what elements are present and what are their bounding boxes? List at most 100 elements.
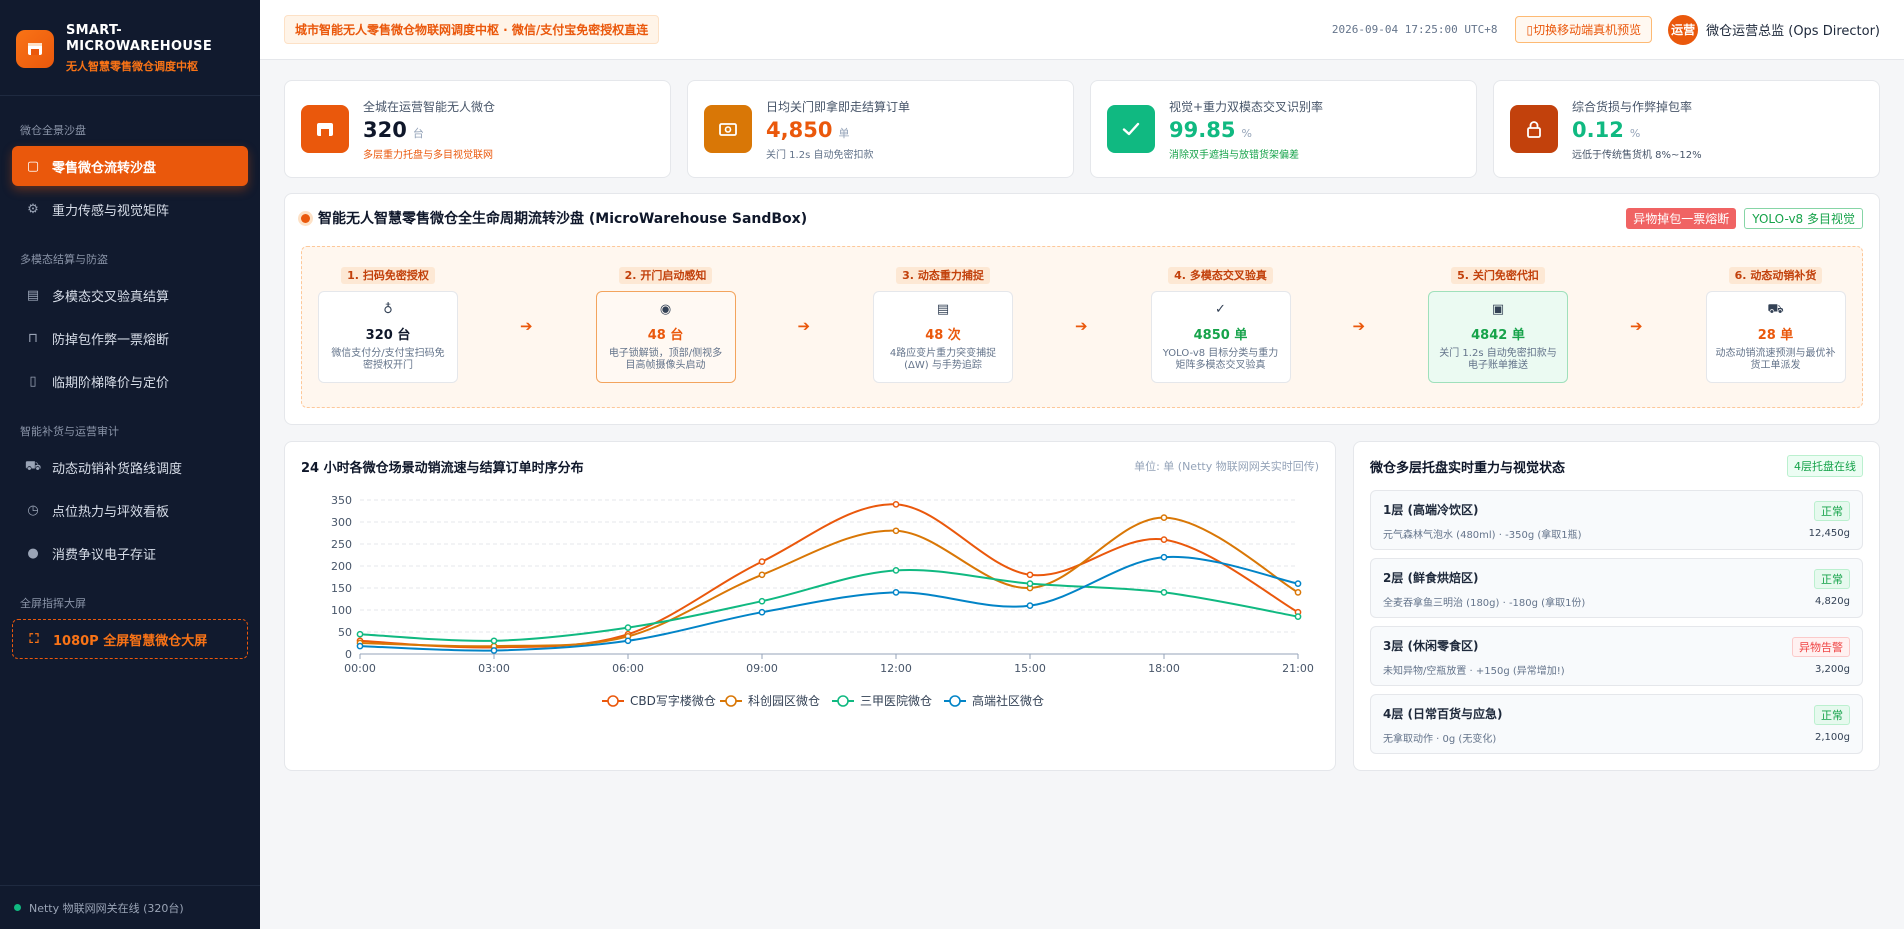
- y-tick-label: 150: [331, 582, 352, 595]
- data-point: [758, 597, 766, 605]
- nav-item-gravity-vision[interactable]: ⚙ 重力传感与视觉矩阵: [12, 189, 248, 229]
- step-value: 28 单: [1757, 328, 1794, 343]
- nav-item-heatmap[interactable]: ◷ 点位热力与坪效看板: [12, 490, 248, 530]
- nav-item-label: 消费争议电子存证: [52, 547, 157, 563]
- step-name-label: 3. 动态重力捕捉: [896, 267, 990, 284]
- step-name: 6. 动态动销补货: [1706, 267, 1846, 284]
- data-point: [1294, 613, 1302, 620]
- step-box: ♁ 320 台微信支付分/支付宝扫码免密授权开门: [318, 291, 458, 383]
- step-name: 1. 扫码免密授权: [318, 267, 458, 284]
- shelf-status-badge: 异物告警: [1792, 637, 1850, 657]
- shelf-meta: 全麦吞拿鱼三明治 (180g) · -180g (拿取1份): [1383, 598, 1586, 609]
- flow-step[interactable]: 3. 动态重力捕捉 ▤ 48 次 4路应变片重力突变捕捉(ΔW) 与手势追踪: [873, 267, 1013, 383]
- flow-step[interactable]: 4. 多模态交叉验真 ✓ 4850 单 YOLO-v8 目标分类与重力矩阵多模态交叉验…: [1150, 267, 1291, 383]
- step-value: 4850 单: [1193, 328, 1248, 343]
- nav-item-evidence[interactable]: ● 消费争议电子存证: [12, 533, 248, 573]
- kpi-row: 全城在运营智能无人微仓 320 台 多层重力托盘与多目视觉联网 日均关门即拿即走结…: [284, 80, 1880, 178]
- data-point: [892, 527, 900, 535]
- shelf-meta: 元气森林气泡水 (480ml) · -350g (拿取1瓶): [1383, 530, 1582, 541]
- mobile-preview-button[interactable]: ▯切换移动端真机预览: [1515, 16, 1653, 43]
- flow-step[interactable]: 1. 扫码免密授权 ♁ 320 台微信支付分/支付宝扫码免密授权开门: [318, 267, 458, 383]
- shelf-online-badge: 4层托盘在线: [1787, 455, 1863, 477]
- step-name-label: 2. 开门启动感知: [618, 267, 713, 284]
- data-point: [1294, 580, 1302, 587]
- nav-item-fullscreen[interactable]: ⛶ 1080P 全屏智慧微仓大屏: [12, 619, 248, 659]
- avatar[interactable]: 运营: [1668, 14, 1699, 45]
- kpi-label: 综合货损与作弊掉包率: [1572, 99, 1693, 114]
- legend-marker: [837, 695, 849, 707]
- data-point: [1160, 589, 1168, 596]
- tag-icon: ▯: [29, 373, 37, 389]
- data-point: [1160, 553, 1168, 561]
- shelf-row[interactable]: 2层 (鲜食烘焙区) 全麦吞拿鱼三明治 (180g) · -180g (拿取1份)…: [1370, 558, 1863, 618]
- alert-tag[interactable]: 异物掉包一票熔断: [1626, 207, 1737, 229]
- shelf-row[interactable]: 1层 (高端冷饮区) 元气森林气泡水 (480ml) · -350g (拿取1瓶)…: [1370, 490, 1863, 550]
- step-icon: ▤: [936, 302, 950, 317]
- brand-title-line1: SMART-: [66, 23, 122, 38]
- step-box: ✓ 4850 单 YOLO-v8 目标分类与重力矩阵多模态交叉验真: [1150, 291, 1291, 383]
- data-point: [624, 624, 632, 631]
- flow-arrow-icon: ➔: [797, 317, 811, 335]
- nav-item-label: 多模态交叉验真结算: [52, 289, 170, 305]
- step-value: 4842 单: [1471, 328, 1525, 343]
- data-point: [892, 567, 900, 574]
- step-box: ▣ 4842 单关门 1.2s 自动免密扣款与电子账单推送: [1428, 291, 1568, 383]
- data-point: [758, 571, 766, 579]
- step-desc: 电子锁解锁，顶部/侧视多目高帧摄像头启动: [608, 348, 723, 371]
- shelf-name: 1层 (高端冷饮区): [1383, 503, 1479, 517]
- nav-item-pricing[interactable]: ▯ 临期阶梯降价与定价: [12, 361, 248, 401]
- kpi-value-wrap: 320 台: [363, 118, 495, 142]
- shelf-meta: 无拿取动作 · 0g (无变化): [1383, 734, 1497, 745]
- shelf-status-badge: 正常: [1814, 705, 1850, 725]
- nav-item-replenish-route[interactable]: ⛟ 动态动销补货路线调度: [12, 447, 248, 487]
- topbar: 城市智能无人零售微仓物联网调度中枢 · 微信/支付宝免密授权直连 2026-09…: [260, 0, 1904, 60]
- brand: SMART- MICROWAREHOUSE 无人智慧零售微仓调度中枢: [0, 0, 260, 96]
- flow-steps: 1. 扫码免密授权 ♁ 320 台微信支付分/支付宝扫码免密授权开门 ➔ 2. 开门启动…: [301, 246, 1863, 408]
- kpi-unit: 台: [412, 126, 424, 140]
- kpi-value-wrap: 4,850 单: [766, 118, 910, 142]
- x-tick-label: 21:00: [1282, 662, 1314, 675]
- series-line: [359, 568, 1299, 642]
- store-icon: [301, 105, 349, 153]
- step-name-label: 1. 扫码免密授权: [341, 267, 435, 284]
- receipt-icon: ▤: [26, 287, 40, 303]
- nav-item-label: 点位热力与坪效看板: [52, 504, 170, 520]
- legend-label: CBD写字楼微仓: [630, 693, 716, 708]
- x-tick-label: 12:00: [880, 662, 912, 675]
- flow-step[interactable]: 6. 动态动销补货 ⛟ 28 单动态动销流速预测与最优补货工单派发: [1705, 267, 1846, 383]
- vision-tag[interactable]: YOLO-v8 多目视觉: [1744, 207, 1863, 229]
- lock-icon: ⊓: [27, 330, 39, 346]
- shelf-weight: 3,200g: [1815, 664, 1850, 675]
- flow-step[interactable]: 5. 关门免密代扣 ▣ 4842 单关门 1.2s 自动免密扣款与电子账单推送: [1428, 267, 1568, 383]
- user-name[interactable]: 微仓运营总监 (Ops Director): [1706, 24, 1880, 39]
- step-box: ◉ 48 台电子锁解锁，顶部/侧视多目高帧摄像头启动: [595, 291, 736, 383]
- lifecycle-sandbox-panel: 智能无人智慧零售微仓全生命周期流转沙盘 (MicroWarehouse Sand…: [284, 193, 1880, 425]
- nav-item-sandbox[interactable]: ▢ 零售微仓流转沙盘: [12, 146, 248, 186]
- cash-icon: [704, 105, 752, 153]
- check-icon: [1107, 105, 1155, 153]
- shelf-row[interactable]: 3层 (休闲零食区) 未知异物/空瓶放置 · +150g (异常增加!) 异物告警 3…: [1370, 626, 1863, 686]
- nav-item-cross-verify[interactable]: ▤ 多模态交叉验真结算: [12, 275, 248, 315]
- shelf-panel-title: 微仓多层托盘实时重力与视觉状态: [1370, 460, 1566, 476]
- shelf-row[interactable]: 4层 (日常百货与应急) 无拿取动作 · 0g (无变化) 正常 2,100g: [1370, 694, 1863, 754]
- y-tick-label: 50: [338, 626, 352, 639]
- kpi-card-loss-rate: 综合货损与作弊掉包率 0.12% 远低于传统售货机 8%~12%: [1493, 80, 1880, 178]
- step-desc: 关门 1.2s 自动免密扣款与电子账单推送: [1439, 348, 1557, 371]
- legend-marker: [725, 695, 737, 707]
- brand-title-line2: MICROWAREHOUSE: [66, 39, 213, 54]
- x-tick-label: 09:00: [746, 662, 778, 675]
- flow-arrow-icon: ➔: [1352, 317, 1366, 335]
- chart-title: 24 小时各微仓场景动销流速与结算订单时序分布: [301, 460, 584, 476]
- x-tick-label: 18:00: [1148, 662, 1180, 675]
- kpi-value: 0.12: [1572, 117, 1624, 142]
- nav-item-anti-fraud[interactable]: ⊓ 防掉包作弊一票熔断: [12, 318, 248, 358]
- shelf-name: 3层 (休闲零食区): [1383, 639, 1479, 653]
- shelf-meta: 未知异物/空瓶放置 · +150g (异常增加!): [1383, 666, 1565, 677]
- data-point: [1160, 536, 1168, 543]
- data-point: [1026, 571, 1034, 579]
- flow-step[interactable]: 2. 开门启动感知 ◉ 48 台电子锁解锁，顶部/侧视多目高帧摄像头启动: [595, 267, 736, 383]
- nav-item-label: 防掉包作弊一票熔断: [52, 332, 170, 348]
- kpi-card-orders: 日均关门即拿即走结算订单 4,850 单 关门 1.2s 自动免密扣款: [687, 80, 1074, 178]
- nav-item-label: 动态动销补货路线调度: [52, 461, 183, 477]
- nav-item-label: 临期阶梯降价与定价: [52, 375, 170, 391]
